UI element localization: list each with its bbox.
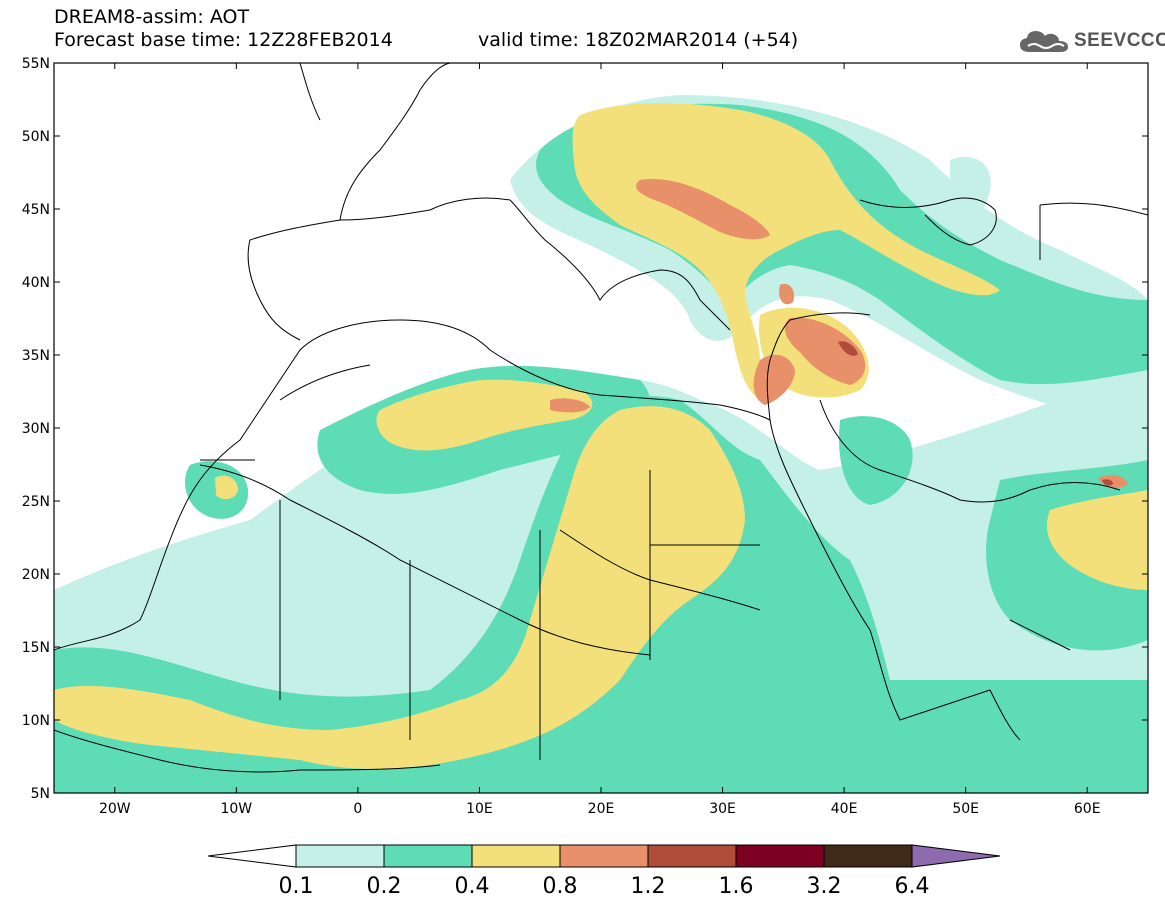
latitude-axis: 5N 10N 15N 20N 25N 30N 35N 40N 45N 50N 55N [22, 56, 1148, 802]
colorbar-label: 0.2 [367, 874, 402, 899]
lat-tick-label: 40N [22, 275, 50, 291]
colorbar-label: 0.1 [279, 874, 314, 899]
title-block: DREAM8-assim: AOT Forecast base time: 12… [54, 6, 393, 52]
colorbar-box [295, 844, 385, 868]
longitude-axis: 20W 10W 0 10E 20E 30E 40E 50E 60E [99, 63, 1101, 817]
lat-tick-label: 20N [22, 567, 50, 583]
lat-tick-label: 45N [22, 202, 50, 218]
colorbar-over-triangle [911, 844, 1001, 868]
forecast-base-time: Forecast base time: 12Z28FEB2014 [54, 29, 393, 51]
lon-tick-label: 50E [952, 801, 979, 817]
lat-tick-label: 35N [22, 348, 50, 364]
lat-tick-label: 10N [22, 713, 50, 729]
lon-tick-label: 40E [831, 801, 858, 817]
colorbar-label: 1.6 [719, 874, 754, 899]
colorbar-box [383, 844, 473, 868]
lon-tick-label: 60E [1074, 801, 1101, 817]
lon-tick-label: 10W [220, 801, 252, 817]
aot-level-0.8 [550, 179, 1128, 488]
colorbar-box [735, 844, 825, 868]
logo-text: SEEVCCC [1074, 30, 1165, 51]
lon-tick-label: 0 [353, 801, 362, 817]
coastlines [54, 63, 1148, 773]
colorbar-label: 1.2 [631, 874, 666, 899]
lat-tick-label: 25N [22, 494, 50, 510]
colorbar: 0.1 0.2 0.4 0.8 1.2 1.6 3.2 6.4 [207, 844, 1001, 899]
lat-tick-label: 5N [31, 786, 50, 802]
colorbar-label: 3.2 [807, 874, 842, 899]
seevccc-logo: SEEVCCC [1018, 28, 1165, 54]
aot-field [54, 95, 1148, 793]
colorbar-label: 6.4 [895, 874, 930, 899]
colorbar-under-triangle [207, 844, 297, 868]
valid-time: valid time: 18Z02MAR2014 (+54) [478, 29, 799, 51]
lat-tick-label: 50N [22, 129, 50, 145]
colorbar-box [647, 844, 737, 868]
lon-tick-label: 30E [709, 801, 736, 817]
lon-tick-label: 20E [588, 801, 615, 817]
colorbar-box [471, 844, 561, 868]
lat-tick-label: 30N [22, 421, 50, 437]
aot-level-1.2 [838, 341, 1113, 486]
colorbar-box [559, 844, 649, 868]
colorbar-label: 0.8 [543, 874, 578, 899]
lat-tick-label: 55N [22, 56, 50, 72]
lon-tick-label: 20W [99, 801, 131, 817]
lon-tick-label: 10E [466, 801, 493, 817]
colorbar-label: 0.4 [455, 874, 490, 899]
lat-tick-label: 15N [22, 640, 50, 656]
cloud-icon [1020, 31, 1068, 52]
colorbar-box [823, 844, 913, 868]
map-title: DREAM8-assim: AOT [54, 6, 250, 28]
